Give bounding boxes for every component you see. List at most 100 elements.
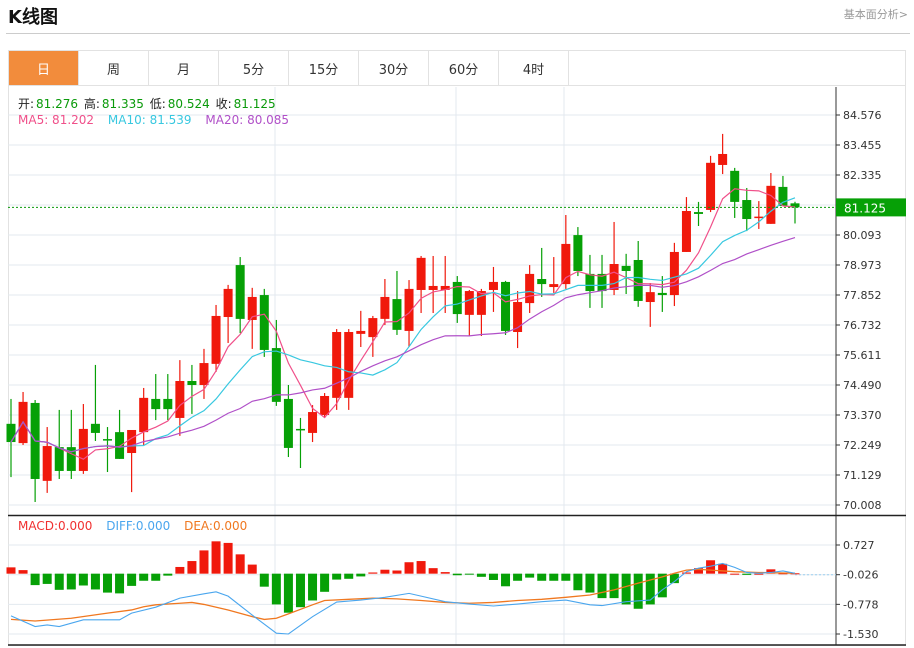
macd-bar — [18, 570, 28, 574]
candle-body — [6, 423, 16, 443]
macd-bar — [235, 554, 245, 574]
diff-value: DIFF:0.000 — [106, 519, 171, 533]
candle — [573, 227, 583, 277]
candle — [778, 175, 788, 206]
tab-15min[interactable]: 15分 — [289, 51, 359, 85]
candle — [742, 187, 752, 232]
macd-bar — [706, 560, 716, 574]
candle — [127, 429, 137, 493]
candle-body — [525, 273, 535, 304]
candle — [368, 315, 378, 357]
ma10-line — [10, 197, 796, 453]
candle-body — [247, 296, 257, 320]
candle-body — [344, 332, 354, 398]
macd-bar — [259, 573, 269, 587]
open-value: 81.276 — [36, 97, 79, 111]
candle — [115, 409, 125, 459]
macd-bar — [54, 573, 64, 590]
candle-body — [706, 162, 716, 210]
candle-body — [295, 428, 305, 431]
candle-body — [766, 185, 776, 224]
macd-bar — [283, 573, 293, 613]
price-tick-label: 76.732 — [843, 319, 882, 332]
candle-body — [308, 412, 318, 433]
candle — [681, 197, 691, 252]
tab-day[interactable]: 日 — [9, 51, 79, 85]
candle-body — [163, 398, 173, 410]
low-label: 低: — [149, 97, 166, 111]
macd-bar — [271, 573, 281, 605]
candle — [561, 215, 571, 289]
candle-body — [187, 380, 197, 386]
candle — [235, 257, 245, 334]
low-value: 80.524 — [167, 97, 210, 111]
tab-30min[interactable]: 30分 — [359, 51, 429, 85]
tab-60min[interactable]: 60分 — [429, 51, 499, 85]
candle-body — [139, 397, 149, 433]
candle — [730, 167, 740, 218]
fundamental-analysis-link[interactable]: 基本面分析> — [843, 8, 908, 21]
macd-tick-label: 0.727 — [843, 539, 875, 552]
candle — [151, 374, 161, 421]
candle-body — [681, 211, 691, 252]
macd-bar — [778, 573, 788, 575]
price-tick-label: 71.129 — [843, 469, 882, 482]
macd-bar — [790, 573, 800, 575]
candle — [597, 254, 607, 308]
candle — [6, 398, 16, 478]
candle — [621, 253, 631, 294]
close-value: 81.125 — [233, 97, 276, 111]
candle-body — [561, 243, 571, 285]
candle — [657, 276, 667, 312]
candle-body — [416, 257, 426, 290]
tab-5min[interactable]: 5分 — [219, 51, 289, 85]
candle-body — [283, 398, 293, 448]
candle — [247, 287, 257, 349]
macd-bar — [78, 573, 88, 586]
macd-bar — [392, 570, 402, 574]
candle — [476, 288, 486, 337]
macd-bar — [163, 573, 173, 576]
candle — [344, 329, 354, 410]
tab-month[interactable]: 月 — [149, 51, 219, 85]
candle — [440, 255, 450, 313]
candle — [428, 255, 438, 313]
current-price-badge — [836, 198, 906, 217]
macd-tick-label: -1.530 — [843, 628, 878, 641]
candle-body — [742, 200, 752, 220]
macd-bar — [754, 573, 764, 575]
price-tick-label: 70.008 — [843, 499, 882, 512]
candle-body — [633, 259, 643, 301]
candle — [187, 364, 197, 414]
candle — [223, 284, 233, 343]
macd-bar — [404, 562, 414, 574]
candle-body — [452, 281, 462, 315]
macd-bar — [6, 567, 16, 574]
candle-body — [754, 216, 764, 219]
dea-line — [10, 568, 796, 622]
tab-4hour[interactable]: 4时 — [499, 51, 569, 85]
ohlc-readout: 开: 81.276 高: 81.335 低: 80.524 收: 81.125 — [18, 95, 278, 112]
candle — [754, 201, 764, 229]
candle — [669, 242, 679, 307]
candle — [42, 427, 52, 493]
macd-bar — [488, 573, 498, 580]
candle — [320, 393, 330, 418]
candle — [175, 360, 185, 436]
candle — [501, 280, 511, 335]
ma-readout: MA5: 81.202 MA10: 81.539 MA20: 80.085 — [18, 113, 291, 127]
macd-bar — [549, 573, 559, 581]
candle — [66, 409, 76, 479]
candle-body — [199, 363, 209, 386]
macd-value: MACD:0.000 — [18, 519, 93, 533]
candle-body — [380, 296, 390, 319]
divider — [6, 33, 910, 34]
candle-body — [428, 285, 438, 290]
candle — [416, 255, 426, 313]
candle — [513, 291, 523, 349]
candle-body — [573, 235, 583, 271]
price-tick-label: 84.576 — [843, 109, 882, 122]
tab-week[interactable]: 周 — [79, 51, 149, 85]
ma20-value: MA20: 80.085 — [205, 113, 290, 127]
